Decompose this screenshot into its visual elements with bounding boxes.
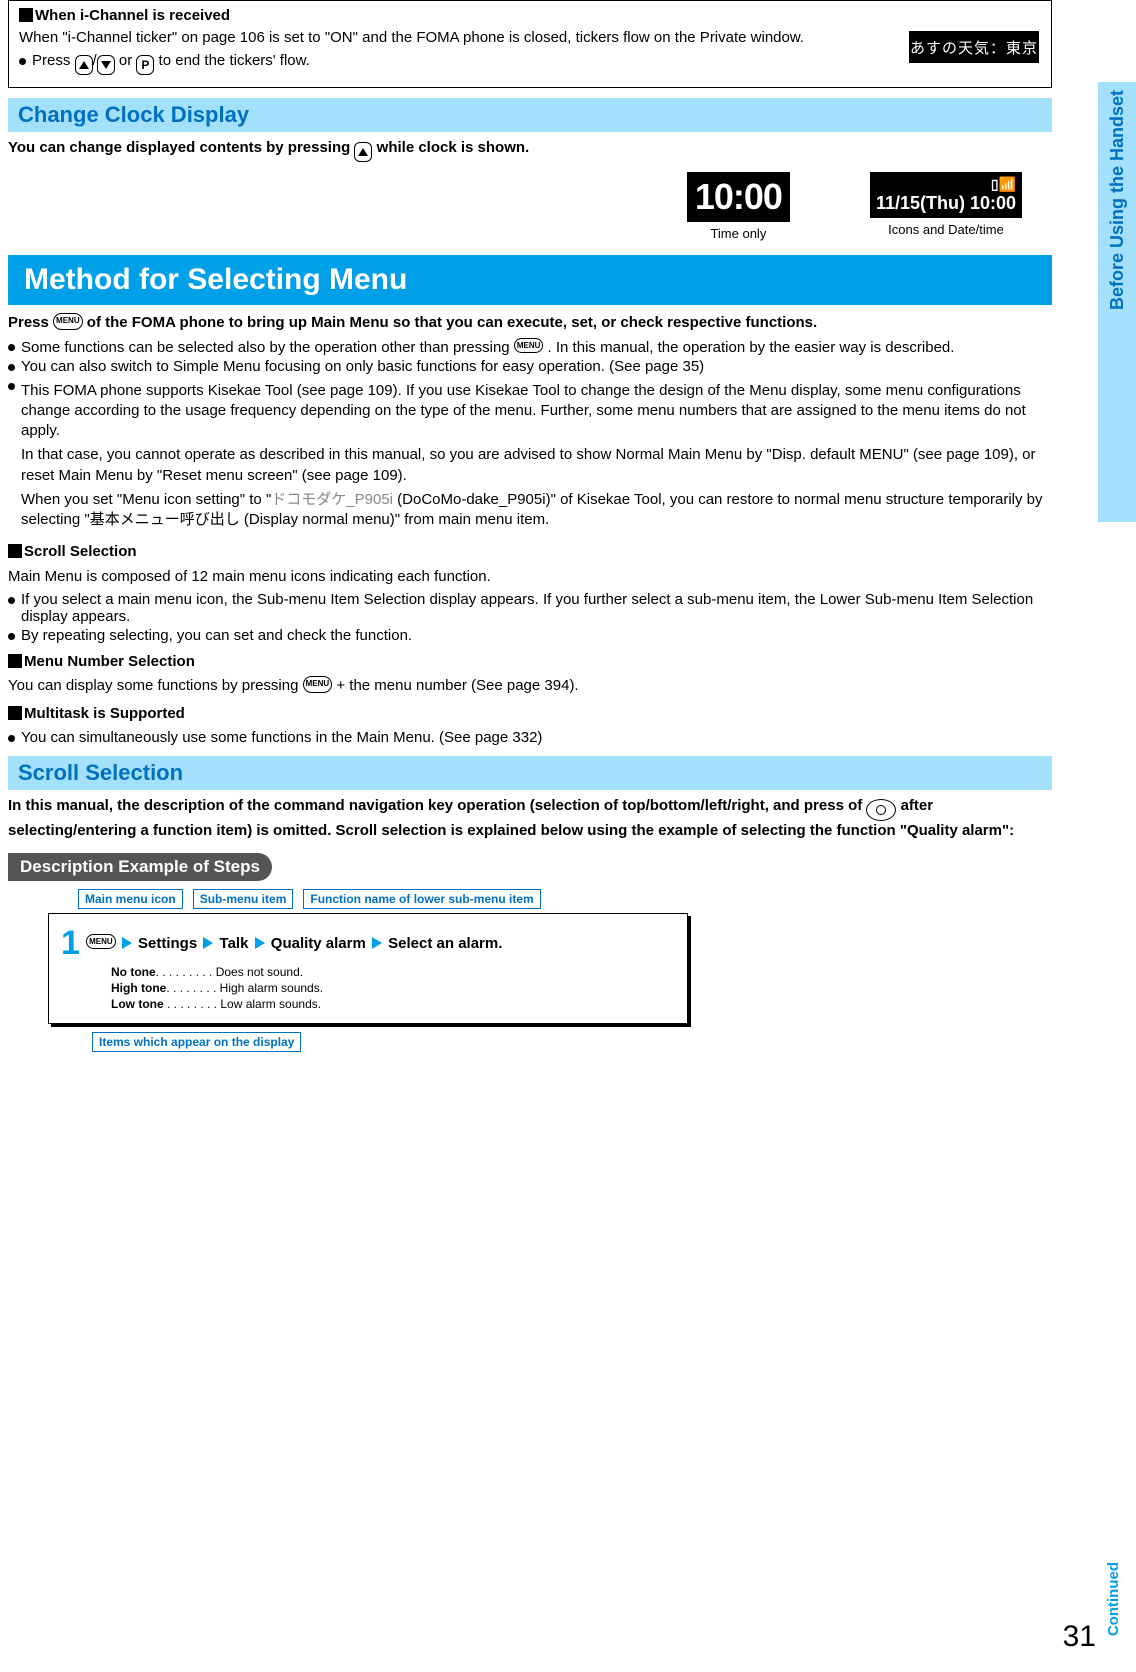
- multi-b1: You can simultaneously use some function…: [8, 729, 1052, 746]
- up-key-icon: [75, 55, 93, 75]
- method-lead: Press MENU of the FOMA phone to bring up…: [8, 313, 1052, 333]
- step-number: 1: [61, 924, 80, 962]
- clock-time-only: 10:00 Time only: [687, 172, 790, 241]
- change-clock-heading: Change Clock Display: [8, 98, 1052, 132]
- arrow-icon: [255, 937, 265, 949]
- label-row: Main menu icon Sub-menu item Function na…: [78, 889, 1052, 909]
- step-item: Low tone . . . . . . . . Low alarm sound…: [111, 997, 675, 1011]
- path-select: Select an alarm.: [388, 935, 502, 952]
- scroll-sel-b2: By repeating selecting, you can set and …: [8, 627, 1052, 644]
- side-tab: Before Using the Handset: [1098, 82, 1136, 522]
- method-heading: Method for Selecting Menu: [8, 255, 1052, 305]
- steps-heading: Description Example of Steps: [8, 853, 272, 881]
- bullet-icon: [8, 735, 15, 742]
- clock-row: 10:00 Time only ▯📶 11/15(Thu) 10:00 Icon…: [8, 172, 1022, 241]
- step-item: No tone. . . . . . . . . Does not sound.: [111, 965, 675, 979]
- bullet-icon: [8, 383, 15, 390]
- clock-big-icon: 10:00: [687, 172, 790, 222]
- ichan-body: When "i-Channel ticker" on page 106 is s…: [19, 28, 919, 48]
- bullet-icon: [8, 633, 15, 640]
- side-tab-text: Before Using the Handset: [1107, 90, 1128, 310]
- menu-num-title: Menu Number Selection: [8, 652, 1052, 672]
- center-key-icon: [866, 799, 896, 821]
- step-box: 1 MENU Settings Talk Quality alarm Selec…: [48, 913, 688, 1024]
- scroll-sel-body: Main Menu is composed of 12 main menu ic…: [8, 567, 1052, 587]
- path-talk: Talk: [220, 935, 249, 952]
- method-b1: Some functions can be selected also by t…: [8, 338, 1052, 356]
- up-key-icon: [354, 142, 372, 162]
- bullet-icon: [19, 58, 26, 65]
- bullet-icon: [8, 364, 15, 371]
- p-key-icon: P: [136, 55, 154, 75]
- clock-icons-date: ▯📶 11/15(Thu) 10:00 Icons and Date/time: [870, 172, 1022, 241]
- step-item: High tone. . . . . . . . High alarm soun…: [111, 981, 675, 995]
- menu-num-body: You can display some functions by pressi…: [8, 676, 1052, 696]
- ichan-bullet: Press / or P to end the tickers' flow.: [19, 52, 1041, 75]
- down-key-icon: [97, 55, 115, 75]
- menu-key-icon: MENU: [303, 676, 333, 693]
- continued-label: Continued: [1105, 1562, 1122, 1636]
- path-settings: Settings: [138, 935, 197, 952]
- scroll-sel-title: Scroll Selection: [8, 542, 1052, 562]
- method-b2: You can also switch to Simple Menu focus…: [8, 358, 1052, 375]
- label-items-display: Items which appear on the display: [92, 1032, 301, 1052]
- menu-key-icon: MENU: [86, 934, 116, 949]
- bullet-icon: [8, 597, 15, 604]
- arrow-icon: [203, 937, 213, 949]
- ichan-box: When i-Channel is received When "i-Chann…: [8, 0, 1052, 88]
- label-main-icon: Main menu icon: [78, 889, 183, 909]
- ticker-badge: あすの天気：東京: [909, 31, 1039, 63]
- clock-small-icon: ▯📶 11/15(Thu) 10:00: [870, 172, 1022, 218]
- arrow-icon: [122, 937, 132, 949]
- scroll-sel-b1: If you select a main menu icon, the Sub-…: [8, 591, 1052, 625]
- ichan-title: When i-Channel is received: [19, 7, 1041, 24]
- step-line: 1 MENU Settings Talk Quality alarm Selec…: [61, 924, 675, 963]
- scroll-section-heading: Scroll Selection: [8, 756, 1052, 790]
- multi-title: Multitask is Supported: [8, 704, 1052, 724]
- page-number: 31: [1063, 1620, 1096, 1654]
- label-func-name: Function name of lower sub-menu item: [303, 889, 540, 909]
- change-clock-lead: You can change displayed contents by pre…: [8, 138, 1052, 162]
- label-sub-item: Sub-menu item: [193, 889, 294, 909]
- scroll-section-lead: In this manual, the description of the c…: [8, 796, 1052, 841]
- arrow-icon: [372, 937, 382, 949]
- bullet-icon: [8, 344, 15, 351]
- method-b3: This FOMA phone supports Kisekae Tool (s…: [8, 377, 1052, 535]
- menu-key-icon: MENU: [53, 313, 83, 330]
- menu-key-icon: MENU: [514, 338, 544, 353]
- step-items: No tone. . . . . . . . . Does not sound.…: [111, 965, 675, 1011]
- path-quality: Quality alarm: [271, 935, 366, 952]
